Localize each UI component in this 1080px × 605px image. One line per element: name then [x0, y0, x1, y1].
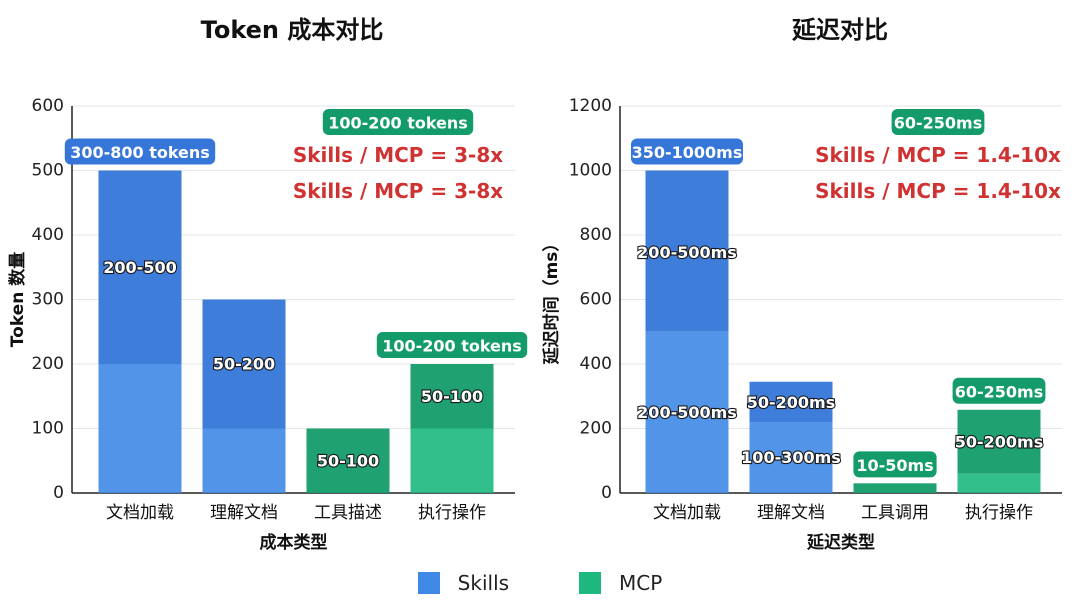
chart1-ytick-label: 600 — [32, 96, 64, 116]
chart2-top-badge: 60-250ms — [955, 382, 1044, 401]
chart2-xtick-label: 执行操作 — [965, 503, 1033, 523]
chart2-bar-lower-segment — [957, 473, 1041, 493]
chart2-xtick-label: 理解文档 — [757, 503, 825, 523]
chart1-bar — [306, 428, 390, 493]
chart2-ytick-label: 1000 — [569, 161, 612, 181]
chart2-annotation-badge-bg — [891, 109, 985, 135]
chart1-bar — [202, 299, 286, 429]
chart2-bar-label: 200-500ms — [637, 403, 737, 422]
chart2-x-axis-label: 延迟类型 — [806, 532, 875, 553]
chart1-bar — [98, 170, 182, 364]
chart1-ytick-label: 100 — [32, 419, 64, 439]
chart2-top-badge-bg — [952, 377, 1046, 404]
chart2-bar-label: 200-500ms — [637, 243, 737, 262]
chart2-ytick-label: 600 — [580, 290, 612, 310]
chart1-bar-lower-segment — [410, 428, 494, 493]
chart2-bar-label: 50-200ms — [747, 393, 836, 412]
legend-label-skills: Skills — [457, 571, 510, 595]
chart1-xtick-label: 文档加载 — [106, 503, 174, 523]
chart2-top-badge: 350-1000ms — [632, 143, 743, 162]
chart2-ytick-label: 200 — [580, 419, 612, 439]
chart1-xtick-label: 工具描述 — [314, 503, 382, 523]
legend-item-skills: Skills — [417, 571, 510, 595]
chart2-annotation-badge: 60-250ms — [894, 114, 983, 133]
chart2-bar-label: 50-200ms — [955, 433, 1044, 452]
chart2-y-axis-label: 延迟时间（ms） — [541, 235, 562, 366]
chart2-bar — [957, 409, 1041, 474]
chart1-xtick-label: 执行操作 — [418, 503, 486, 523]
chart2-bar-label: 100-300ms — [741, 448, 841, 467]
chart2-ratio-annotation: Skills / MCP = 1.4-10x — [815, 179, 1061, 203]
chart2-bar-lower-segment — [645, 331, 729, 493]
chart1-annotation-badge: 100-200 tokens — [328, 114, 468, 133]
chart2-top-badge-bg — [631, 138, 743, 165]
charts-canvas: Token 成本对比 0 100 200 300 400 500 600 文档加载 理解文档 工具描… — [7, 16, 1062, 553]
chart1-ratio-annotation: Skills / MCP = 3-8x — [293, 143, 503, 167]
legend-item-mcp: MCP — [579, 571, 662, 595]
chart1-top-badge-bg — [376, 332, 528, 358]
legend-label-mcp: MCP — [619, 571, 663, 595]
chart1-bar-label: 50-200 — [213, 355, 275, 374]
legend-swatch-skills — [417, 572, 440, 594]
chart2-title: 延迟对比 — [791, 16, 888, 44]
chart1-bar-lower-segment — [202, 428, 286, 493]
chart2-top-badge: 10-50ms — [856, 456, 933, 475]
chart1-ratio-annotation: Skills / MCP = 3-8x — [293, 179, 503, 203]
chart1-title: Token 成本对比 — [201, 16, 384, 44]
chart2-ytick-label: 400 — [580, 354, 612, 374]
chart2-ytick-label: 0 — [601, 483, 612, 503]
chart1-annotation-badge-bg — [322, 109, 474, 135]
chart1-ytick-label: 400 — [32, 225, 64, 245]
chart1-ytick-label: 200 — [32, 354, 64, 374]
chart2-xtick-label: 文档加载 — [653, 503, 721, 523]
chart1-bar-label: 50-100 — [421, 387, 483, 406]
chart1-top-badge: 300-800 tokens — [70, 143, 210, 162]
chart1-bar — [410, 364, 494, 429]
legend-swatch-mcp — [579, 572, 602, 594]
chart2-ytick-label: 1200 — [569, 96, 612, 116]
chart1-ytick-label: 0 — [53, 483, 64, 503]
chart1-top-badge-bg — [64, 138, 216, 165]
chart2-xtick-label: 工具调用 — [861, 503, 929, 523]
chart1-bar-label: 200-500 — [103, 258, 176, 277]
chart1-y-axis-label: Token 数量 — [7, 252, 28, 347]
chart2-top-badge-bg — [853, 451, 937, 478]
legend: Skills MCP — [0, 570, 1080, 596]
chart2-bar-lower-segment — [749, 422, 833, 493]
chart1-bar-label: 50-100 — [317, 451, 379, 470]
chart2-ratio-annotation: Skills / MCP = 1.4-10x — [815, 143, 1061, 167]
chart1-top-badge: 100-200 tokens — [382, 337, 522, 356]
chart2-bar — [749, 381, 833, 423]
chart2-bar — [853, 483, 937, 493]
chart1-x-axis-label: 成本类型 — [260, 532, 328, 553]
chart1-ytick-label: 300 — [32, 290, 64, 310]
chart1-xtick-label: 理解文档 — [210, 503, 278, 523]
chart2-bar — [645, 170, 729, 332]
chart2-ytick-label: 800 — [580, 225, 612, 245]
chart1-bar-lower-segment — [98, 364, 182, 493]
chart1-ytick-label: 500 — [32, 161, 64, 181]
